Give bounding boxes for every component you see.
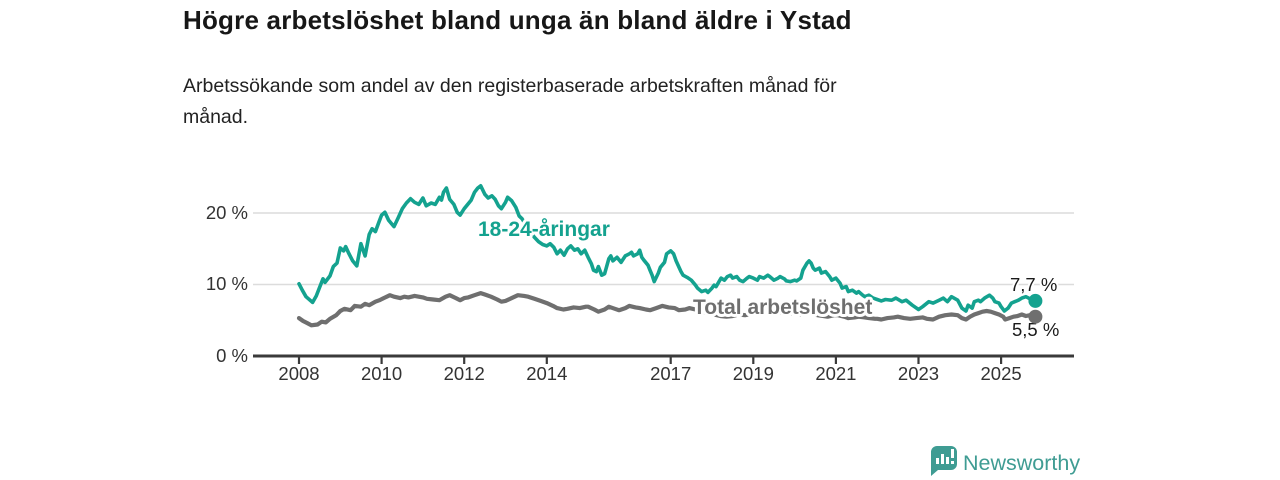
logo-barchart-glyph	[936, 449, 954, 464]
chart-subtitle: Arbetssökande som andel av den registerb…	[183, 71, 837, 133]
x-tick-label-2014: 2014	[526, 363, 567, 384]
series-line-youth	[297, 184, 1038, 313]
series-line-total	[296, 291, 1038, 328]
newsworthy-logo: Newsworthy	[931, 446, 1080, 476]
y-tick-label-10: 10 %	[206, 273, 248, 294]
y-tick-label-0: 0 %	[216, 345, 248, 366]
end-dot-total	[1028, 309, 1043, 324]
x-tick-label-2010: 2010	[361, 363, 402, 384]
end-dots	[1028, 293, 1043, 324]
chart-title: Högre arbetslöshet bland unga än bland ä…	[183, 5, 852, 35]
end-value-label-youth: 7,7 %	[1010, 274, 1057, 295]
series-label-youth: 18-24-åringar	[478, 218, 610, 241]
newsworthy-wordmark: Newsworthy	[963, 451, 1080, 475]
series-label-total: Total arbetslöshet	[693, 296, 872, 319]
x-tick-label-2021: 2021	[815, 363, 856, 384]
series-lines	[296, 184, 1038, 328]
x-axis: 2008 2010 2012 2014 2017 2019 2021 2023 2025	[253, 354, 1074, 384]
y-tick-label-20: 20 %	[206, 202, 248, 223]
newsworthy-icon	[931, 446, 957, 476]
x-tick-label-2023: 2023	[898, 363, 939, 384]
x-tick-label-2008: 2008	[278, 363, 319, 384]
x-tick-label-2025: 2025	[981, 363, 1022, 384]
x-tick-label-2012: 2012	[444, 363, 485, 384]
chart-subtitle-line2: månad.	[183, 106, 249, 128]
end-dot-youth	[1028, 293, 1043, 308]
gridlines	[253, 212, 1074, 286]
x-tick-label-2017: 2017	[650, 363, 691, 384]
chart-subtitle-line1: Arbetssökande som andel av den registerb…	[183, 75, 837, 97]
x-tick-label-2019: 2019	[733, 363, 774, 384]
